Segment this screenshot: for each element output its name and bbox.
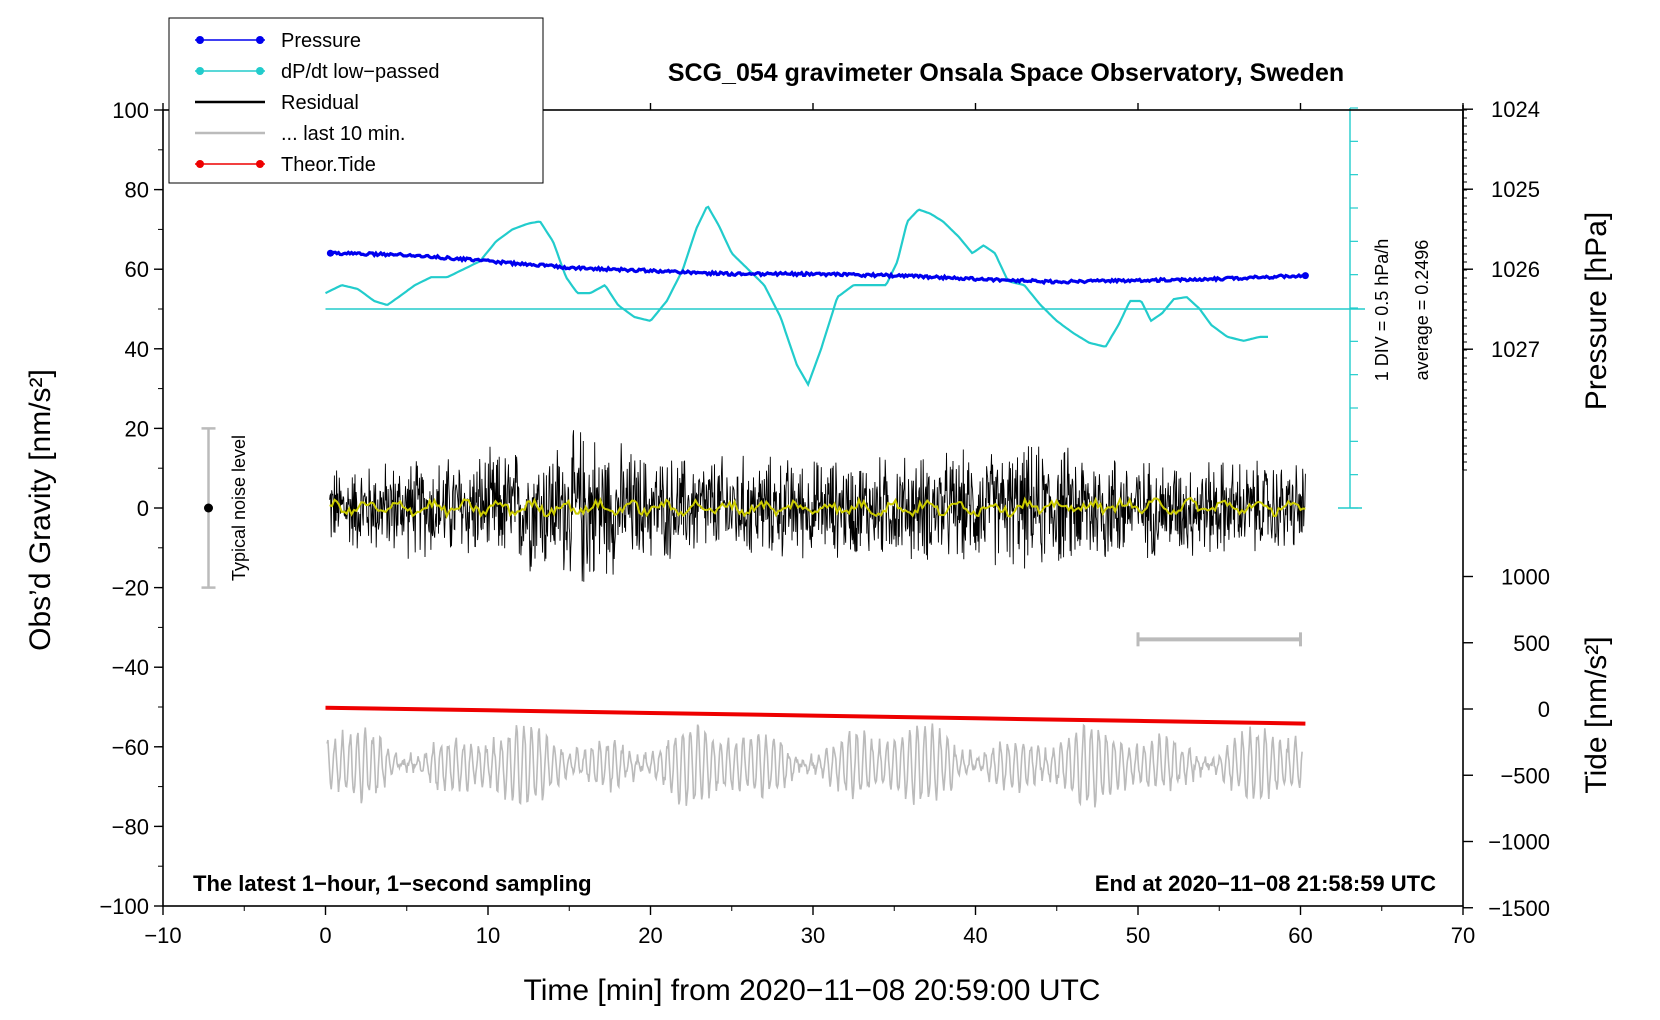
x-tick-label: 50 [1126, 923, 1150, 948]
y-axis-label-tide: Tide [nm/s²] [1580, 636, 1613, 793]
pressure-tick-label: 1024 [1491, 97, 1540, 122]
y-tick-label: 100 [112, 98, 149, 123]
theor-tide-line [325, 705, 1306, 726]
tide-tick-label: 0 [1538, 697, 1550, 722]
x-tick-label: 10 [476, 923, 500, 948]
pressure-tick-label: 1025 [1491, 177, 1540, 202]
pressure-tick-label: 1026 [1491, 257, 1540, 282]
y-axis-label-pressure: Pressure [hPa] [1580, 212, 1613, 410]
y-axis-label-left: Obs’d Gravity [nm/s²] [24, 369, 57, 651]
last10-line [326, 723, 1303, 808]
axes-layer: −10 0 10 20 30 40 50 60 70100806040200−20−40−60−… [99, 97, 1550, 948]
legend-marker-left [196, 67, 204, 75]
legend-box [168, 17, 544, 184]
legend-label: dP/dt low−passed [281, 61, 439, 83]
x-tick-label: 0 [319, 923, 331, 948]
pressure-tick-label: 1027 [1491, 337, 1540, 362]
y-tick-label: −80 [112, 814, 149, 839]
series-layer [201, 107, 1365, 808]
legend-item: dP/dt low−passed [195, 61, 439, 83]
tide-tick-label: 1000 [1501, 565, 1550, 590]
x-tick-label: 70 [1451, 923, 1475, 948]
y-tick-label: −100 [99, 894, 149, 919]
legend-marker-left [196, 36, 204, 44]
legend-marker-right [256, 36, 264, 44]
legend-label: ... last 10 min. [281, 123, 406, 145]
pressure-marker-end [1301, 272, 1309, 280]
x-tick-label: −10 [144, 923, 181, 948]
end-time-note: End at 2020−11−08 21:58:59 UTC [1095, 871, 1436, 896]
y-tick-label: 20 [125, 416, 149, 441]
legend-label: Theor.Tide [281, 154, 376, 176]
legend: Pressure dP/dt low−passed Residual ... last… [168, 17, 544, 184]
tide-tick-label: −1500 [1488, 896, 1550, 921]
legend-label: Residual [281, 92, 359, 114]
y-tick-label: 60 [125, 257, 149, 282]
legend-item: Theor.Tide [195, 154, 376, 176]
legend-item: Residual [195, 92, 359, 114]
x-tick-label: 20 [638, 923, 662, 948]
legend-marker-right [256, 160, 264, 168]
div-scale-label: 1 DIV = 0.5 hPa/h [1372, 239, 1392, 382]
residual-line [329, 430, 1306, 582]
dpdt-line [325, 205, 1268, 388]
noise-level-label: Typical noise level [229, 435, 249, 581]
y-tick-label: 80 [125, 178, 149, 203]
legend-label: Pressure [281, 30, 361, 52]
legend-item: Pressure [195, 30, 361, 52]
y-tick-label: −60 [112, 735, 149, 760]
average-label: average = 0.2496 [1412, 240, 1432, 381]
tide-tick-label: −1000 [1488, 830, 1550, 855]
chart-title: SCG_054 gravimeter Onsala Space Observat… [668, 59, 1344, 87]
y-tick-label: 40 [125, 337, 149, 362]
y-tick-label: 0 [137, 496, 149, 521]
x-tick-label: 30 [801, 923, 825, 948]
x-tick-label: 60 [1288, 923, 1312, 948]
pressure-line [330, 250, 1307, 286]
legend-items: Pressure dP/dt low−passed Residual ... last… [195, 30, 439, 176]
pressure-marker-start [326, 249, 334, 257]
y-tick-label: −20 [112, 576, 149, 601]
tide-tick-label: −500 [1500, 763, 1550, 788]
tide-tick-label: 500 [1513, 631, 1550, 656]
residual-smoothed-line [329, 496, 1306, 520]
legend-marker-left [196, 160, 204, 168]
x-tick-label: 40 [963, 923, 987, 948]
noise-bar-center [204, 503, 213, 513]
legend-item: ... last 10 min. [195, 123, 406, 145]
y-tick-label: −40 [112, 655, 149, 680]
sampling-note: The latest 1−hour, 1−second sampling [193, 871, 592, 896]
legend-marker-right [256, 67, 264, 75]
x-axis-label: Time [min] from 2020−11−08 20:59:00 UTC [524, 974, 1101, 1007]
